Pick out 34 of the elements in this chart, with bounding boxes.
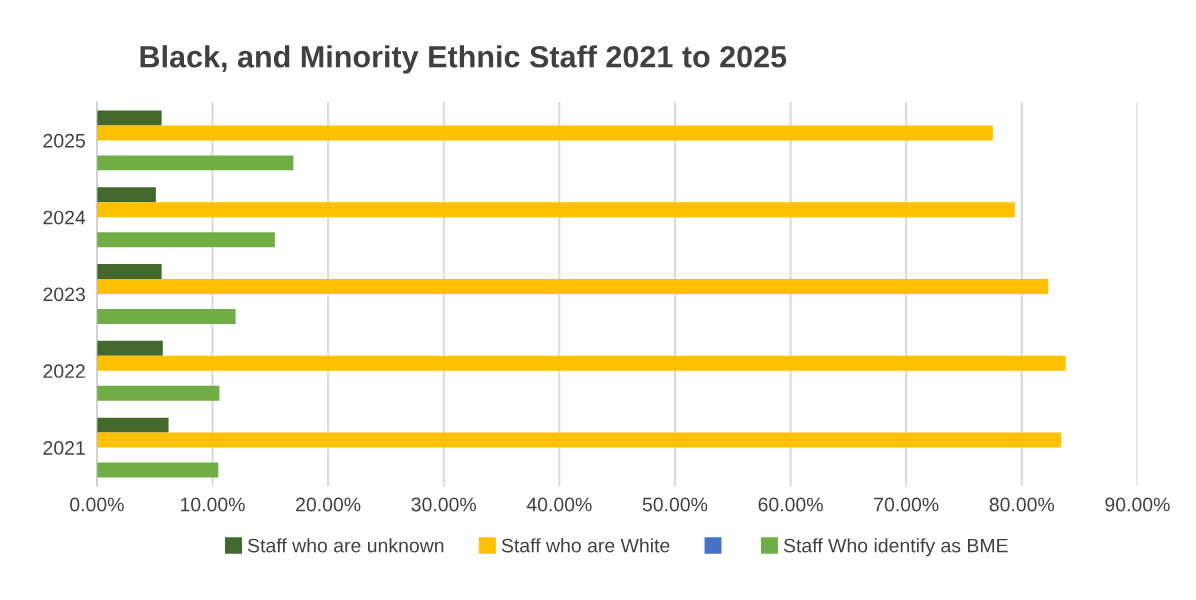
- legend-label: Staff who are White: [501, 538, 670, 553]
- legend-label: Staff who are unknown: [247, 538, 444, 553]
- y-tick-label: 2022: [43, 364, 85, 379]
- bar: [96, 385, 220, 401]
- bar: [96, 125, 993, 141]
- x-tick-label: 30.00%: [411, 497, 476, 512]
- chart-title: Black, and Minority Ethnic Staff 2021 to 2025: [140, 45, 787, 74]
- x-tick-label: 20.00%: [296, 497, 361, 512]
- bar: [96, 110, 162, 126]
- bar: [96, 155, 294, 171]
- x-tick-label: 40.00%: [526, 497, 592, 512]
- y-tick-label: 2024: [43, 210, 86, 225]
- y-tick-label: 2023: [43, 287, 85, 302]
- bar: [96, 279, 1049, 294]
- x-tick-label: 50.00%: [642, 497, 708, 512]
- bar: [96, 340, 163, 356]
- x-tick-label: 10.00%: [181, 497, 245, 512]
- bar: [96, 417, 169, 433]
- y-tick-label: 2025: [43, 133, 85, 148]
- x-tick-label: 90.00%: [1105, 497, 1170, 512]
- bar: [96, 308, 236, 324]
- x-tick-label: 0.00%: [70, 497, 124, 512]
- bar: [96, 232, 275, 248]
- bar: [96, 432, 1062, 448]
- legend-label: Staff Who identify as BME: [783, 538, 1008, 557]
- y-tick-label: 2021: [43, 441, 85, 455]
- bar: [96, 187, 156, 203]
- bar: [96, 462, 219, 478]
- x-tick-label: 70.00%: [874, 497, 939, 512]
- bar: [96, 264, 162, 280]
- x-tick-label: 60.00%: [758, 497, 823, 512]
- bar: [96, 202, 1015, 218]
- x-tick-label: 80.00%: [989, 497, 1055, 512]
- bar: [96, 355, 1066, 371]
